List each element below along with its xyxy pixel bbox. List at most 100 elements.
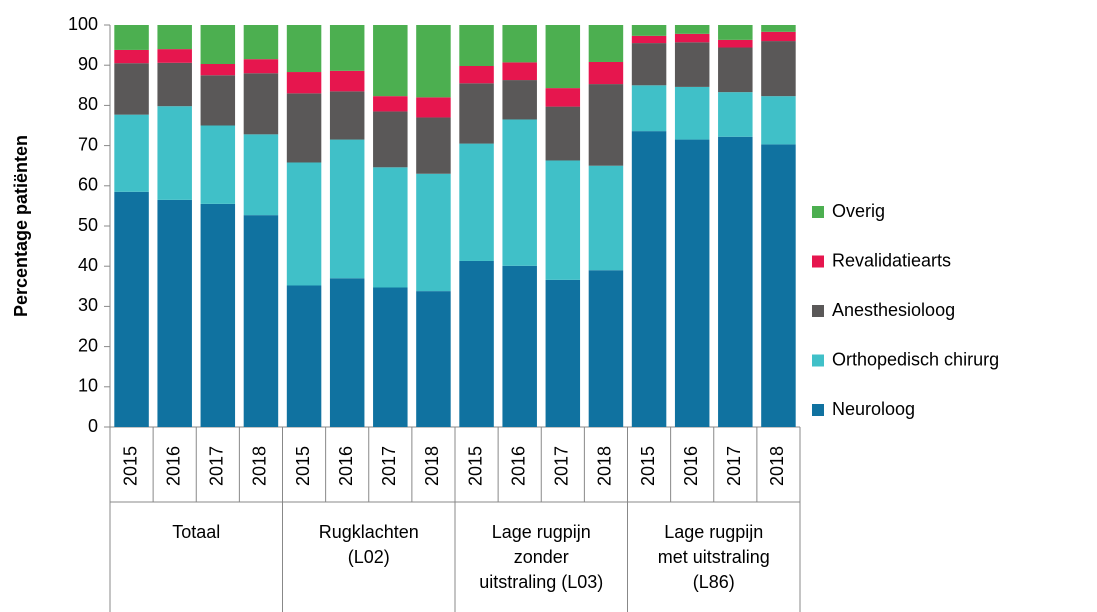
x-tick-label: 2018 — [250, 446, 270, 486]
bar-segment — [674, 25, 710, 34]
legend-swatch — [812, 206, 824, 218]
bar-segment — [114, 114, 149, 192]
bar-segment — [373, 96, 408, 112]
bar-segment — [200, 203, 236, 427]
group-label: Lage rugpijn — [664, 522, 763, 542]
bar-segment — [416, 97, 451, 118]
bar-segment — [545, 160, 581, 280]
y-axis-title: Percentage patiënten — [11, 135, 31, 317]
legend-label: Neuroloog — [832, 399, 915, 419]
bar-segment — [459, 143, 494, 261]
bar-segment — [329, 70, 365, 92]
y-tick-label: 100 — [68, 14, 98, 34]
bar-segment — [459, 83, 494, 144]
bar-segment — [373, 111, 408, 168]
bar-segment — [416, 173, 451, 292]
bar-segment — [631, 131, 667, 428]
y-tick-label: 50 — [78, 215, 98, 235]
y-tick-label: 20 — [78, 335, 98, 355]
bar-segment — [761, 41, 796, 97]
x-tick-label: 2017 — [724, 446, 744, 486]
bar-segment — [588, 61, 624, 85]
bar-segment — [502, 62, 537, 81]
bar-segment — [545, 88, 581, 107]
x-tick-label: 2016 — [163, 446, 183, 486]
x-tick-label: 2015 — [638, 446, 658, 486]
bar-segment — [416, 25, 451, 98]
bar-segment — [631, 35, 667, 44]
x-tick-label: 2018 — [422, 446, 442, 486]
group-label: Lage rugpijn — [492, 522, 591, 542]
bar-segment — [545, 279, 581, 427]
y-tick-label: 40 — [78, 255, 98, 275]
x-tick-label: 2017 — [207, 446, 227, 486]
legend-swatch — [812, 255, 824, 268]
bar-segment — [545, 25, 581, 89]
group-label: zonder — [514, 547, 569, 567]
bar-segment — [114, 191, 149, 427]
bar-segment — [157, 106, 192, 200]
group-label: Rugklachten — [319, 522, 419, 542]
group-label: uitstraling (L03) — [479, 572, 603, 592]
bar-segment — [588, 165, 624, 271]
x-tick-label: 2016 — [508, 446, 528, 486]
bar-segment — [286, 25, 322, 73]
bar-segment — [631, 25, 667, 36]
bar-segment — [200, 75, 236, 126]
bar-segment — [114, 49, 149, 64]
x-tick-label: 2018 — [767, 446, 787, 486]
bar-segment — [200, 25, 236, 64]
group-label: Totaal — [172, 522, 220, 542]
bar-segment — [329, 278, 365, 427]
bar-segment — [588, 84, 624, 166]
bar-segment — [502, 265, 537, 427]
bar-segment — [373, 25, 408, 97]
bar-segment — [631, 43, 667, 86]
bar-segment — [157, 199, 192, 427]
bar-segment — [761, 25, 796, 32]
legend-label: Revalidatiearts — [832, 250, 951, 270]
legend-swatch — [812, 305, 824, 317]
bar-segment — [674, 86, 710, 140]
bar-segment — [502, 25, 537, 63]
y-tick-label: 60 — [78, 175, 98, 195]
legend-label: Overig — [832, 201, 885, 221]
y-tick-label: 80 — [78, 94, 98, 114]
group-label: (L02) — [348, 547, 390, 567]
x-tick-label: 2017 — [552, 446, 572, 486]
bar-segment — [631, 85, 667, 132]
legend-swatch — [812, 354, 824, 367]
bar-segment — [373, 167, 408, 288]
x-tick-label: 2015 — [465, 446, 485, 486]
bar-segment — [502, 80, 537, 120]
bar-segment — [674, 42, 710, 87]
y-tick-label: 10 — [78, 376, 98, 396]
x-tick-label: 2015 — [293, 446, 313, 486]
legend-label: Anesthesioloog — [832, 300, 955, 320]
bar-segment — [243, 25, 279, 60]
y-tick-label: 70 — [78, 134, 98, 154]
bar-segment — [286, 72, 322, 94]
bar-segment — [718, 136, 753, 428]
bar-segment — [459, 66, 494, 84]
bar-segment — [761, 96, 796, 145]
bar-segment — [761, 31, 796, 42]
bar-segment — [114, 25, 149, 50]
bar-segment — [459, 25, 494, 67]
bar-segment — [200, 125, 236, 204]
bar-segment — [329, 25, 365, 71]
bar-segment — [588, 25, 624, 62]
legend-swatch — [812, 404, 824, 416]
bar-segment — [761, 144, 796, 428]
bar-segment — [243, 134, 279, 216]
bar-segment — [286, 93, 322, 163]
x-tick-label: 2018 — [595, 446, 615, 486]
bar-segment — [157, 62, 192, 107]
bar-segment — [329, 91, 365, 140]
bar-segment — [243, 73, 279, 135]
y-tick-label: 90 — [78, 54, 98, 74]
bar-segment — [243, 215, 279, 427]
bar-segment — [718, 47, 753, 93]
bar-segment — [286, 285, 322, 427]
